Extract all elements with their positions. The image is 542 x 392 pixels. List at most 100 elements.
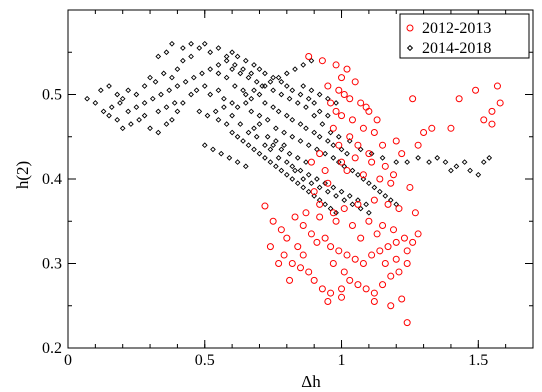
data-point: [314, 176, 320, 182]
data-point: [147, 125, 153, 132]
data-point: [303, 159, 309, 165]
y-tick-labels: 0.2 0.3 0.4 0.5: [42, 87, 62, 358]
data-point: [269, 217, 277, 225]
data-point: [311, 112, 318, 119]
data-point: [262, 142, 268, 149]
data-point: [327, 99, 335, 107]
data-point: [346, 193, 353, 199]
data-point: [251, 87, 257, 94]
data-point: [207, 49, 214, 56]
legend-marker-circle: [406, 24, 414, 32]
y-tick-label: 0.5: [42, 87, 62, 104]
data-point: [277, 226, 285, 234]
data-point: [373, 116, 381, 124]
data-point: [392, 238, 400, 246]
x-axis-label: Δh: [301, 372, 321, 391]
x-tick-label: 1.5: [468, 352, 488, 369]
data-point: [297, 138, 304, 144]
data-point: [303, 104, 309, 111]
data-point: [160, 70, 167, 77]
data-point: [351, 255, 359, 263]
data-point: [327, 129, 334, 136]
data-point: [180, 100, 186, 106]
data-point: [114, 91, 121, 98]
data-point: [392, 255, 400, 263]
data-point: [155, 108, 162, 115]
data-point: [496, 99, 504, 107]
data-point: [149, 95, 156, 102]
data-point: [354, 200, 362, 208]
data-point: [480, 159, 487, 165]
data-point: [273, 163, 279, 170]
y-tick-label: 0.2: [42, 340, 62, 357]
data-point: [218, 150, 225, 157]
data-point: [256, 91, 263, 98]
data-point: [163, 121, 170, 127]
data-point: [316, 184, 323, 191]
data-point: [321, 167, 329, 175]
data-point: [368, 150, 375, 157]
data-point: [196, 108, 203, 115]
data-point: [232, 62, 238, 68]
data-point: [355, 171, 361, 178]
data-point: [119, 95, 126, 102]
data-point: [415, 155, 421, 161]
data-point: [313, 238, 321, 246]
data-point: [207, 91, 214, 98]
data-point: [332, 217, 340, 225]
data-point: [275, 155, 282, 161]
data-point: [289, 133, 296, 140]
data-point: [234, 133, 241, 140]
data-point: [240, 87, 246, 94]
data-point: [242, 163, 249, 170]
data-point: [141, 100, 148, 106]
data-point: [163, 104, 170, 111]
data-point: [266, 243, 274, 251]
data-point: [442, 159, 449, 165]
data-point: [333, 193, 339, 199]
data-point: [467, 167, 473, 174]
data-point: [307, 230, 315, 238]
y-tick-label: 0.4: [42, 171, 62, 188]
legend-label-2012-2013: 2012-2013: [422, 20, 491, 37]
data-point: [253, 133, 260, 140]
data-point: [256, 66, 263, 72]
data-point: [174, 108, 181, 115]
data-point: [174, 83, 181, 89]
data-point: [275, 260, 283, 267]
data-point: [294, 100, 301, 106]
data-point: [229, 100, 235, 106]
data-point: [359, 171, 367, 179]
data-point: [318, 285, 326, 293]
data-point: [180, 45, 186, 51]
data-point: [366, 180, 372, 187]
data-point: [136, 117, 142, 123]
data-point: [248, 70, 255, 77]
data-point: [302, 209, 310, 217]
data-point: [414, 230, 422, 238]
data-point: [341, 197, 348, 203]
data-point: [273, 138, 279, 144]
data-point: [171, 100, 178, 106]
data-point: [340, 268, 348, 276]
data-point: [316, 197, 323, 203]
data-point: [305, 268, 313, 276]
data-point: [283, 70, 290, 77]
data-point: [283, 83, 290, 89]
data-point: [245, 129, 252, 136]
data-point: [325, 188, 331, 195]
data-point: [229, 66, 235, 72]
data-point: [335, 247, 343, 255]
data-point: [100, 108, 107, 115]
data-point: [188, 91, 194, 98]
data-point: [283, 234, 291, 242]
data-point: [289, 117, 296, 123]
data-point: [305, 142, 312, 149]
data-point: [387, 179, 395, 187]
data-point: [300, 62, 307, 68]
data-point: [434, 155, 441, 161]
data-point: [359, 124, 367, 132]
data-point: [188, 53, 194, 60]
data-point: [316, 108, 323, 115]
data-point: [409, 238, 417, 246]
